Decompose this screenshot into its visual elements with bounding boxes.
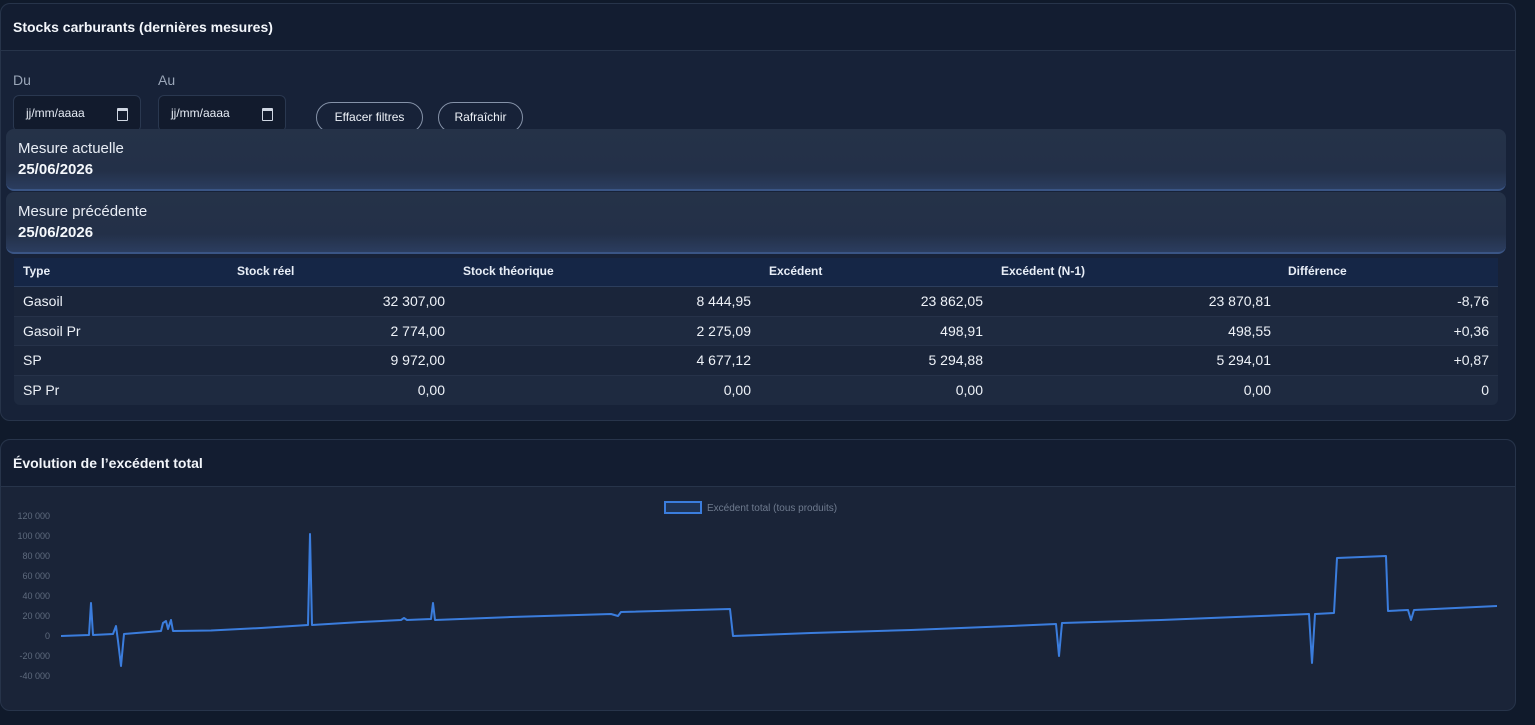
cell-excedent: 5 294,88 bbox=[928, 352, 984, 369]
evolution-card: Évolution de l’excédent total 120 000 100… bbox=[0, 439, 1516, 711]
column-header-stock-theorique: Stock théorique bbox=[463, 264, 554, 278]
cell-stock-reel: 0,00 bbox=[417, 382, 445, 399]
to-date-input[interactable]: jj/mm/aaaa bbox=[158, 95, 286, 132]
series-line-excedent-total bbox=[60, 533, 1498, 667]
y-tick-label: 0 bbox=[45, 631, 50, 641]
y-tick-label: 60 000 bbox=[22, 571, 50, 581]
previous-measure-panel: Mesure précédente 25/06/2026 bbox=[6, 192, 1506, 254]
calendar-icon[interactable] bbox=[117, 108, 128, 121]
cell-type: SP Pr bbox=[23, 382, 60, 399]
cell-stock-theorique: 4 677,12 bbox=[696, 352, 752, 369]
column-header-stock-reel: Stock réel bbox=[237, 264, 295, 278]
table-row: Gasoil 32 307,00 8 444,95 23 862,05 23 8… bbox=[14, 287, 1498, 317]
cell-stock-theorique: 0,00 bbox=[723, 382, 751, 399]
table-header-row: Type Stock réel Stock théorique Excédent… bbox=[14, 258, 1498, 287]
stocks-card-title: Stocks carburants (dernières mesures) bbox=[1, 4, 1515, 51]
from-date-value: jj/mm/aaaa bbox=[26, 106, 85, 120]
cell-stock-reel: 9 972,00 bbox=[390, 352, 446, 369]
current-measure-label: Mesure actuelle bbox=[18, 140, 124, 157]
cell-excedent-n1: 5 294,01 bbox=[1216, 352, 1272, 369]
y-tick-label: -20 000 bbox=[19, 651, 50, 661]
y-tick-label: -40 000 bbox=[19, 671, 50, 681]
y-tick-label: 40 000 bbox=[22, 591, 50, 601]
cell-excedent-n1: 498,55 bbox=[1228, 322, 1271, 339]
stocks-table: Type Stock réel Stock théorique Excédent… bbox=[14, 258, 1498, 405]
cell-stock-theorique: 2 275,09 bbox=[696, 322, 752, 339]
previous-measure-label: Mesure précédente bbox=[18, 203, 148, 220]
excedent-chart: 120 000 100 000 80 000 60 000 40 000 20 000 0 -… bbox=[17, 501, 1498, 681]
table-row: SP 9 972,00 4 677,12 5 294,88 5 294,01 +… bbox=[14, 346, 1498, 377]
cell-excedent: 0,00 bbox=[955, 382, 983, 399]
table-row: SP Pr 0,00 0,00 0,00 0,00 0 bbox=[14, 376, 1498, 405]
legend-swatch[interactable] bbox=[664, 501, 702, 514]
cell-excedent: 498,91 bbox=[940, 322, 983, 339]
column-header-excedent-n1: Excédent (N-1) bbox=[1001, 264, 1086, 278]
cell-type: SP bbox=[23, 352, 42, 369]
cell-difference: +0,36 bbox=[1453, 322, 1489, 339]
cell-stock-reel: 2 774,00 bbox=[390, 322, 446, 339]
cell-difference: -8,76 bbox=[1457, 293, 1489, 309]
to-date-value: jj/mm/aaaa bbox=[171, 106, 230, 120]
cell-type: Gasoil bbox=[23, 293, 63, 309]
evolution-card-title: Évolution de l’excédent total bbox=[1, 440, 1515, 487]
y-tick-label: 80 000 bbox=[22, 551, 50, 561]
from-date-input[interactable]: jj/mm/aaaa bbox=[13, 95, 141, 132]
cell-excedent-n1: 0,00 bbox=[1243, 382, 1271, 399]
y-tick-label: 100 000 bbox=[17, 531, 50, 541]
to-date-label: Au bbox=[158, 72, 176, 88]
clear-filters-button[interactable]: Effacer filtres bbox=[316, 102, 423, 133]
cell-type: Gasoil Pr bbox=[23, 322, 81, 339]
column-header-difference: Différence bbox=[1288, 264, 1347, 278]
table-row: Gasoil Pr 2 774,00 2 275,09 498,91 498,5… bbox=[14, 316, 1498, 347]
cell-stock-reel: 32 307,00 bbox=[382, 293, 445, 309]
previous-measure-date: 25/06/2026 bbox=[18, 224, 94, 241]
y-tick-label: 20 000 bbox=[22, 611, 50, 621]
current-measure-panel: Mesure actuelle 25/06/2026 bbox=[6, 129, 1506, 191]
calendar-icon[interactable] bbox=[262, 108, 273, 121]
column-header-type: Type bbox=[23, 264, 51, 278]
legend-label[interactable]: Excédent total (tous produits) bbox=[707, 503, 837, 514]
cell-stock-theorique: 8 444,95 bbox=[696, 293, 752, 309]
column-header-excedent: Excédent bbox=[769, 264, 823, 278]
cell-difference: 0 bbox=[1481, 382, 1489, 399]
current-measure-date: 25/06/2026 bbox=[18, 161, 94, 178]
stocks-card: Stocks carburants (dernières mesures) Du… bbox=[0, 3, 1516, 421]
y-tick-label: 120 000 bbox=[17, 511, 50, 521]
cell-excedent: 23 862,05 bbox=[920, 293, 983, 309]
cell-difference: +0,87 bbox=[1453, 352, 1489, 369]
from-date-label: Du bbox=[13, 72, 31, 88]
cell-excedent-n1: 23 870,81 bbox=[1208, 293, 1271, 309]
